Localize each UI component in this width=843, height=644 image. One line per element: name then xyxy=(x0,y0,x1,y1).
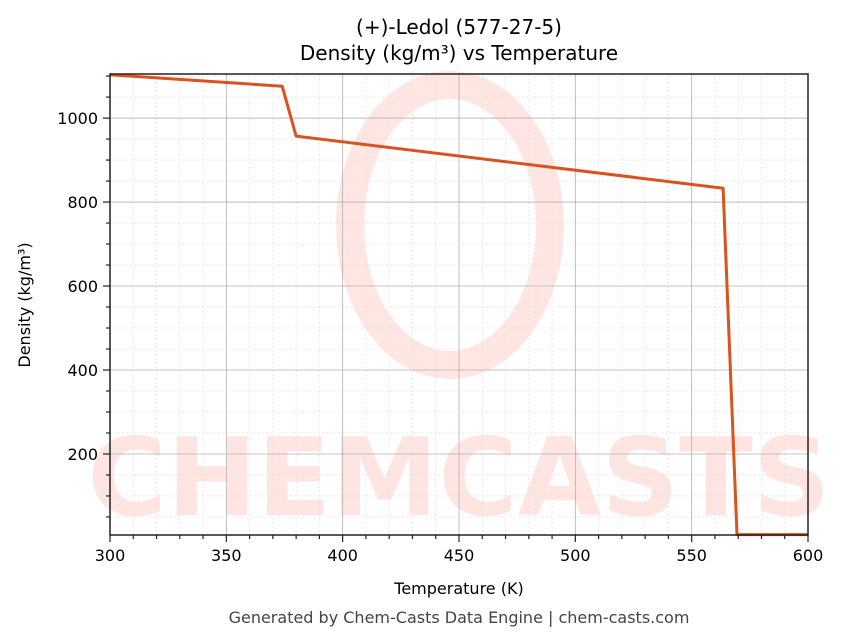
y-tick-label: 200 xyxy=(67,445,98,464)
footer-credit: Generated by Chem-Casts Data Engine | ch… xyxy=(228,608,690,627)
y-axis-label: Density (kg/m³) xyxy=(15,242,34,367)
y-tick-label: 400 xyxy=(67,361,98,380)
x-tick-label: 500 xyxy=(560,546,591,565)
chart-title-compound: (+)-Ledol (577-27-5) xyxy=(356,15,562,39)
y-tick-label: 1000 xyxy=(57,109,98,128)
chart-title-property: Density (kg/m³) vs Temperature xyxy=(299,41,619,65)
x-tick-label: 350 xyxy=(211,546,242,565)
y-tick-label: 800 xyxy=(67,193,98,212)
x-tick-label: 300 xyxy=(95,546,126,565)
y-tick-labels: 200 400 600 800 1000 xyxy=(57,109,98,464)
x-axis-label: Temperature (K) xyxy=(393,579,523,598)
x-tick-label: 550 xyxy=(676,546,707,565)
x-tick-label: 400 xyxy=(327,546,358,565)
x-tick-labels: 300 350 400 450 500 550 600 xyxy=(95,546,824,565)
x-tick-label: 450 xyxy=(444,546,475,565)
axis-ticks xyxy=(103,75,809,542)
x-tick-label: 600 xyxy=(793,546,824,565)
y-tick-label: 600 xyxy=(67,277,98,296)
